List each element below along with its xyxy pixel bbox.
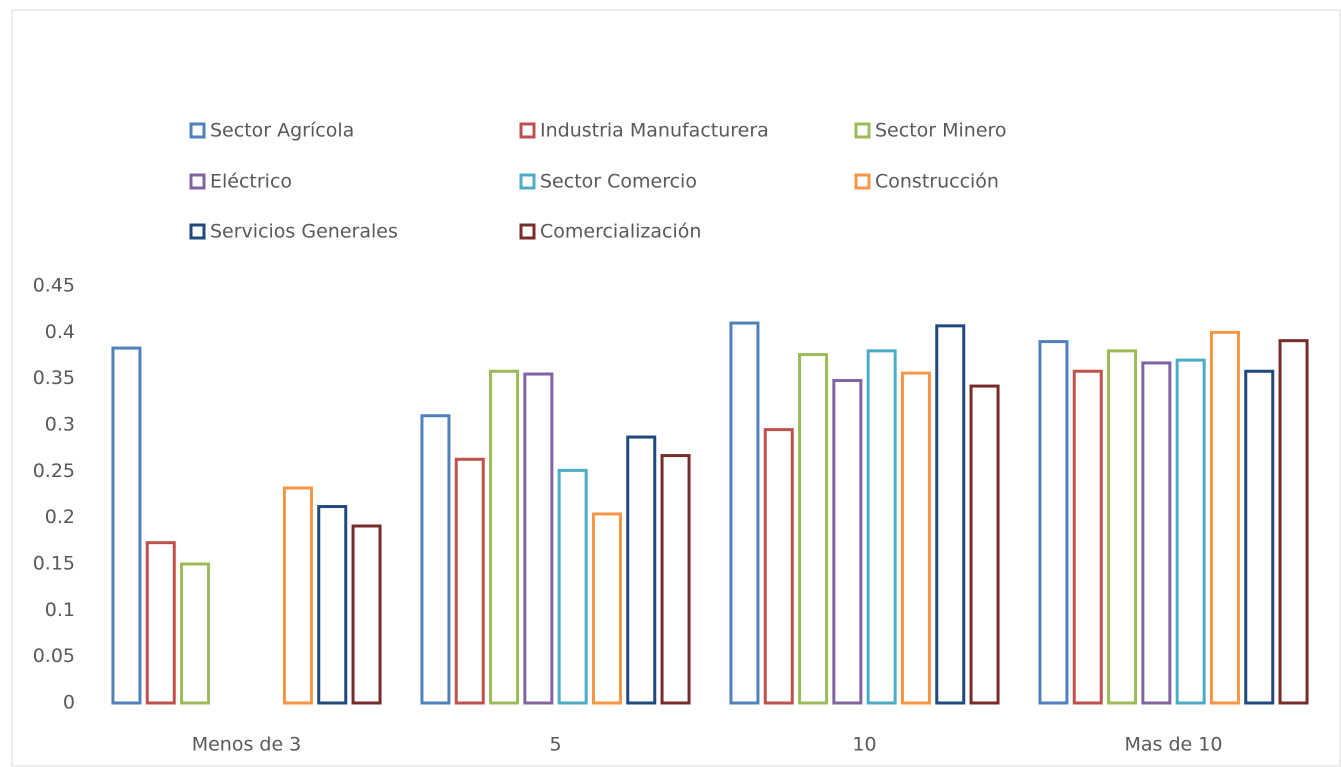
- bar: [660, 454, 691, 705]
- y-tick-label: 0.35: [33, 367, 75, 389]
- bar: [420, 414, 451, 705]
- bar: [591, 512, 622, 705]
- bar: [454, 457, 485, 705]
- legend-swatch: [854, 173, 871, 190]
- bar: [351, 524, 382, 705]
- bar: [180, 562, 211, 705]
- bar: [763, 428, 794, 705]
- bar: [1175, 358, 1206, 705]
- bar: [489, 369, 520, 705]
- y-tick-label: 0.15: [33, 553, 75, 575]
- bar: [729, 321, 760, 705]
- legend-swatch: [519, 173, 536, 190]
- x-tick-label: Mas de 10: [1125, 734, 1223, 756]
- y-tick-label: 0: [63, 692, 75, 714]
- y-tick-label: 0.4: [45, 321, 75, 343]
- bar: [1209, 330, 1240, 705]
- legend-label: Eléctrico: [210, 171, 292, 193]
- bar: [1072, 369, 1103, 705]
- legend-label: Industria Manufacturera: [540, 120, 769, 142]
- bar: [935, 324, 966, 705]
- bar: [1244, 369, 1275, 705]
- legend-swatch: [189, 223, 206, 240]
- legend-label: Comercialización: [540, 221, 701, 243]
- legend-label: Construcción: [875, 171, 999, 193]
- bar: [900, 371, 931, 705]
- x-tick-label: 10: [852, 734, 876, 756]
- legend-label: Sector Agrícola: [210, 120, 354, 142]
- bar: [969, 384, 1000, 705]
- bar: [832, 379, 863, 705]
- legend-label: Sector Minero: [875, 120, 1007, 142]
- bar: [1038, 340, 1069, 705]
- y-tick-label: 0.45: [33, 275, 75, 297]
- legend-swatch: [189, 173, 206, 190]
- legend-swatch: [519, 122, 536, 139]
- bar: [145, 541, 176, 705]
- bar: [111, 346, 142, 705]
- x-tick-label: 5: [549, 734, 561, 756]
- bar: [282, 486, 313, 705]
- bar: [626, 435, 657, 705]
- legend-label: Servicios Generales: [210, 221, 398, 243]
- y-tick-label: 0.05: [33, 645, 75, 667]
- legend-label: Sector Comercio: [540, 171, 697, 193]
- y-tick-label: 0.3: [45, 414, 75, 436]
- y-tick-label: 0.2: [45, 506, 75, 528]
- bar: [866, 349, 897, 705]
- bar: [1107, 349, 1138, 705]
- bar: [1141, 361, 1172, 705]
- legend-swatch: [519, 223, 536, 240]
- bar: [317, 505, 348, 705]
- bar: [557, 468, 588, 705]
- legend-swatch: [189, 122, 206, 139]
- bar: [1278, 339, 1309, 705]
- bar: [523, 372, 554, 705]
- x-tick-label: Menos de 3: [192, 734, 302, 756]
- y-tick-label: 0.25: [33, 460, 75, 482]
- y-tick-label: 0.1: [45, 599, 75, 621]
- bar: [798, 353, 829, 705]
- legend-swatch: [854, 122, 871, 139]
